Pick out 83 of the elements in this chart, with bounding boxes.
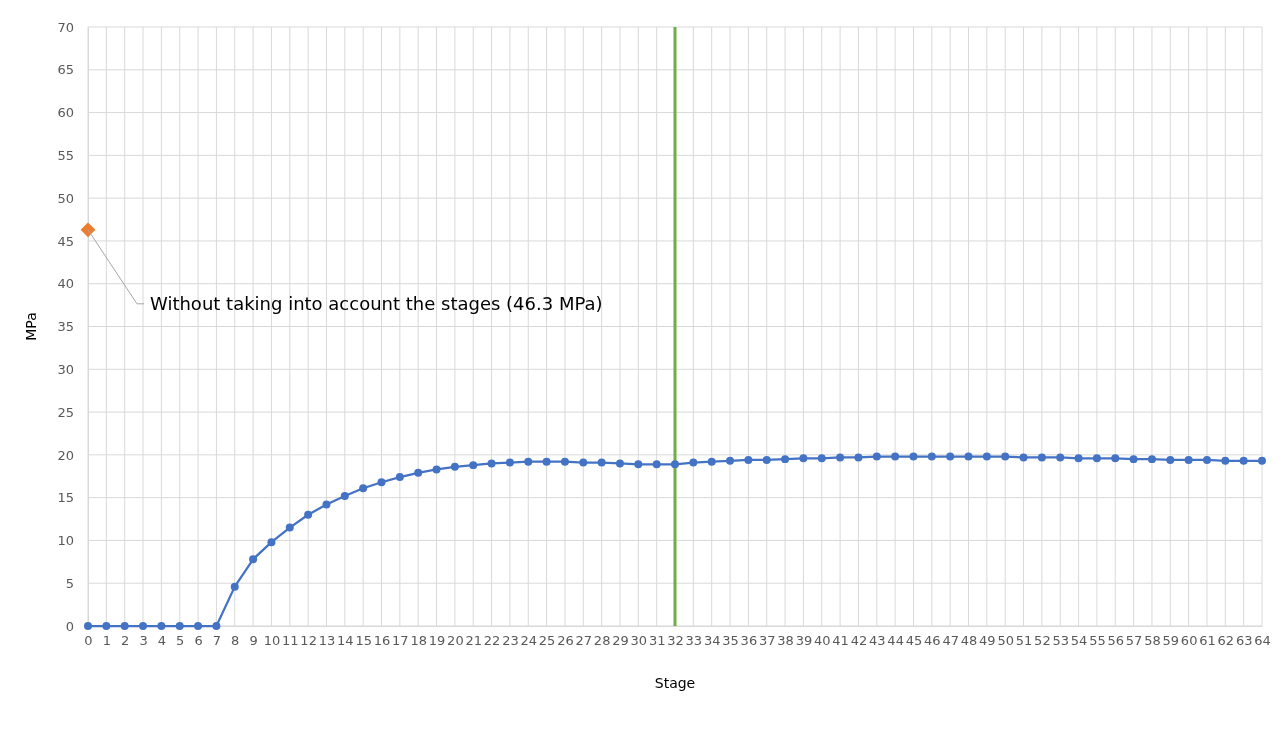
x-tick-label: 16: [373, 633, 391, 649]
x-tick-label: 10: [263, 633, 281, 649]
x-tick-label: 17: [392, 633, 409, 649]
x-tick-label: 53: [1052, 633, 1069, 649]
y-tick-label: 65: [57, 62, 74, 78]
x-tick-label: 13: [318, 633, 336, 649]
x-tick-label: 50: [997, 633, 1014, 649]
x-tick-label: 12: [300, 633, 317, 649]
x-tick-label: 35: [722, 633, 739, 649]
x-tick-label: 23: [502, 633, 519, 649]
x-tick-label: 21: [465, 633, 482, 649]
x-tick-label: 51: [1015, 633, 1033, 649]
x-tick-label: 31: [648, 633, 666, 649]
x-tick-label: 58: [1144, 633, 1161, 649]
x-tick-label: 43: [869, 633, 886, 649]
x-tick-label: 32: [667, 633, 684, 649]
x-tick-label: 39: [795, 633, 813, 649]
x-tick-label: 38: [777, 633, 794, 649]
x-tick-label: 15: [355, 633, 372, 649]
y-tick-label: 15: [57, 490, 74, 506]
x-tick-label: 2: [121, 633, 130, 649]
x-tick-label: 19: [428, 633, 446, 649]
x-tick-label: 9: [249, 633, 258, 649]
x-tick-label: 22: [483, 633, 501, 649]
x-tick-label: 30: [630, 633, 648, 649]
x-tick-label: 56: [1107, 633, 1125, 649]
x-tick-label: 63: [1235, 633, 1253, 649]
y-tick-label: 25: [57, 404, 74, 420]
x-tick-label: 54: [1070, 633, 1088, 649]
x-tick-label: 14: [337, 633, 354, 649]
x-tick-label: 59: [1162, 633, 1180, 649]
x-tick-label: 64: [1254, 633, 1271, 649]
x-tick-label: 24: [520, 633, 538, 649]
y-tick-label: 5: [65, 575, 74, 591]
y-tick-label: 70: [57, 19, 74, 35]
x-tick-label: 4: [157, 633, 167, 649]
x-tick-label: 8: [231, 633, 240, 649]
x-tick-label: 29: [612, 633, 629, 649]
y-tick-label: 50: [57, 190, 74, 206]
x-tick-label: 41: [832, 633, 849, 649]
x-axis-title: Stage: [654, 675, 696, 691]
y-axis-title: MPa: [23, 312, 39, 341]
x-tick-label: 28: [593, 633, 611, 649]
x-tick-label: 26: [557, 633, 574, 649]
y-tick-label: 30: [57, 361, 74, 377]
x-tick-label: 47: [942, 633, 959, 649]
x-tick-label: 61: [1199, 633, 1216, 649]
x-tick-label: 36: [740, 633, 758, 649]
x-tick-label: 18: [410, 633, 427, 649]
y-tick-label: 60: [57, 105, 74, 121]
x-tick-label: 48: [960, 633, 978, 649]
x-tick-label: 46: [924, 633, 941, 649]
y-tick-label: 10: [57, 533, 74, 549]
x-tick-label: 25: [538, 633, 556, 649]
x-tick-label: 45: [905, 633, 923, 649]
x-tick-label: 20: [447, 633, 464, 649]
x-tick-label: 44: [887, 633, 904, 649]
x-tick-label: 11: [282, 633, 299, 649]
x-tick-label: 40: [813, 633, 831, 649]
x-tick-label: 27: [575, 633, 593, 649]
x-tick-label: 33: [685, 633, 703, 649]
annotation: Without taking into account the stages (46.3 MPa): [150, 292, 603, 314]
x-tick-label: 55: [1089, 633, 1106, 649]
x-tick-label: 3: [139, 633, 148, 649]
x-tick-label: 7: [212, 633, 222, 649]
x-tick-label: 34: [703, 633, 721, 649]
x-tick-label: 6: [194, 633, 203, 649]
y-tick-label: 40: [57, 276, 74, 292]
x-tick-label: 62: [1217, 633, 1235, 649]
x-tick-label: 0: [84, 633, 93, 649]
y-tick-label: 45: [57, 233, 74, 249]
x-tick-label: 49: [979, 633, 996, 649]
x-tick-label: 1: [102, 633, 111, 649]
x-tick-label: 60: [1180, 633, 1198, 649]
y-tick-label: 35: [57, 319, 74, 335]
y-tick-label: 20: [57, 447, 74, 463]
y-tick-label: 0: [65, 618, 74, 634]
x-tick-label: 52: [1034, 633, 1051, 649]
x-tick-label: 42: [850, 633, 868, 649]
x-tick-label: 37: [758, 633, 776, 649]
x-tick-label: 57: [1125, 633, 1143, 649]
x-tick-label: 5: [176, 633, 185, 649]
y-tick-label: 55: [57, 148, 74, 164]
